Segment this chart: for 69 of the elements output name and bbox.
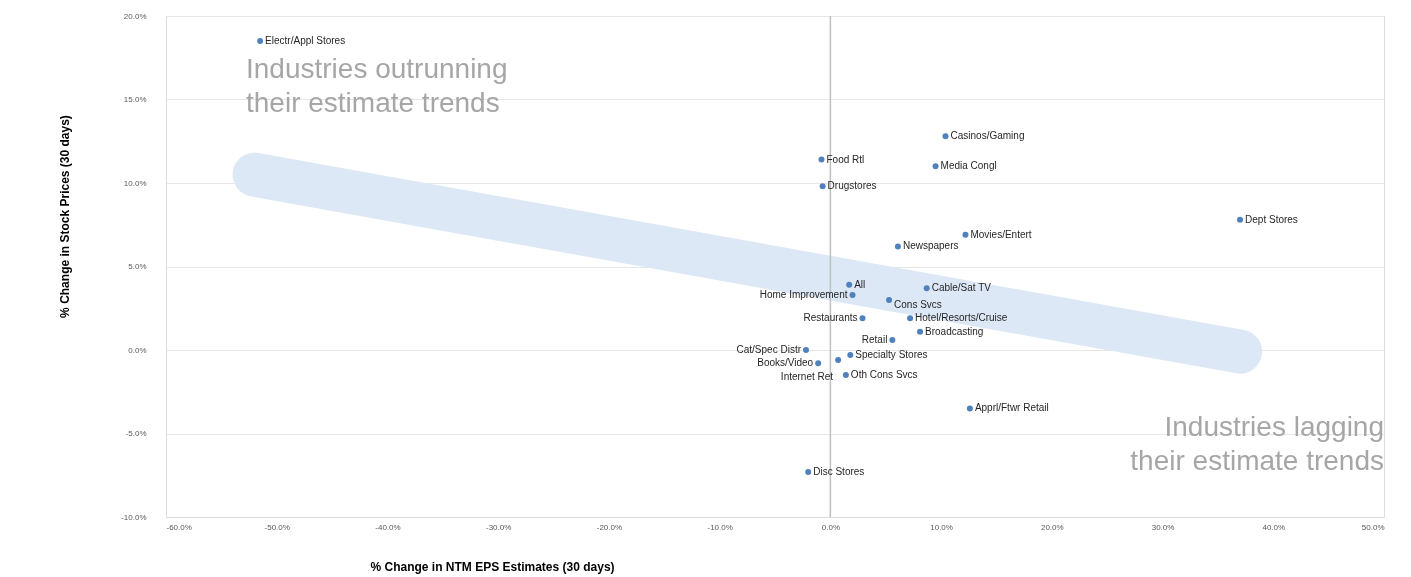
- series-label: Internet Ret: [780, 371, 834, 383]
- point: [923, 285, 930, 292]
- series-label: Broadcasting: [925, 325, 984, 337]
- point: [942, 133, 949, 140]
- point: [819, 183, 826, 190]
- series-label: Disc Stores: [813, 465, 865, 477]
- series-label: Hotel/Resorts/Cruise: [915, 312, 1008, 324]
- x-tick-label: 50.0%: [1361, 522, 1385, 532]
- point: [846, 281, 853, 288]
- series-label: Specialty Stores: [855, 349, 928, 361]
- series-label: Home Improvement: [759, 288, 848, 300]
- y-axis-title: % Change in Stock Prices (30 days): [57, 115, 72, 318]
- point: [932, 163, 939, 170]
- annotation: Industries lagging their estimate trends: [1130, 411, 1384, 476]
- x-tick-label: -50.0%: [264, 522, 290, 532]
- point: [849, 291, 856, 298]
- series-label: Books/Video: [757, 357, 814, 369]
- point: [815, 360, 822, 367]
- point: [818, 156, 825, 163]
- series-label: Movies/Entert: [970, 228, 1032, 240]
- x-tick-label: -10.0%: [707, 522, 733, 532]
- y-tick-label: 5.0%: [128, 262, 147, 271]
- point: [889, 336, 896, 343]
- y-tick-label: -5.0%: [125, 429, 147, 438]
- y-tick-label: 10.0%: [123, 178, 147, 188]
- point: [257, 38, 264, 45]
- x-tick-label: 30.0%: [1151, 522, 1175, 532]
- x-tick-label: -30.0%: [486, 522, 512, 532]
- point: [842, 372, 849, 379]
- x-axis-title: % Change in NTM EPS Estimates (30 days): [370, 559, 615, 574]
- series-label: Food Rtl: [826, 153, 865, 165]
- series-label: Retail: [861, 333, 888, 345]
- point: [803, 347, 809, 353]
- point: [962, 231, 969, 238]
- point: [1237, 216, 1244, 223]
- x-tick-label: -40.0%: [375, 522, 401, 532]
- point: [966, 405, 973, 412]
- y-tick-label: 15.0%: [123, 95, 147, 104]
- x-tick-label: -60.0%: [166, 522, 192, 532]
- series-label: Casinos/Gaming: [950, 130, 1025, 142]
- series-label: All: [854, 278, 866, 290]
- series-label: Apprl/Ftwr Retail: [974, 402, 1049, 414]
- point: [907, 315, 914, 322]
- series-label: Restaurants: [803, 312, 858, 324]
- series-label: Cat/Spec Distr: [736, 344, 802, 355]
- series-label: Newspapers: [902, 240, 959, 252]
- series-label: Cable/Sat TV: [931, 282, 992, 294]
- point: [886, 296, 893, 303]
- series-label: Drugstores: [827, 180, 877, 192]
- y-tick-label: -10.0%: [121, 512, 147, 522]
- y-tick-label: 20.0%: [123, 11, 147, 21]
- x-tick-label: 0.0%: [821, 522, 840, 532]
- series-label: Oth Cons Svcs: [850, 369, 918, 381]
- annotation: Industries outrunning their estimate trends: [246, 53, 508, 118]
- series-label: Electr/Appl Stores: [265, 35, 346, 47]
- point: [859, 315, 866, 322]
- series-label: Dept Stores: [1245, 213, 1298, 225]
- point: [894, 243, 901, 250]
- series-label: Media Congl: [940, 160, 997, 172]
- point: [835, 357, 842, 364]
- x-tick-label: 10.0%: [930, 522, 953, 532]
- point: [847, 352, 854, 358]
- y-tick-label: 0.0%: [128, 345, 147, 355]
- point: [805, 468, 812, 475]
- point: [917, 328, 924, 335]
- series-label: Cons Svcs: [894, 298, 942, 310]
- x-tick-label: 20.0%: [1040, 522, 1064, 532]
- x-tick-label: -20.0%: [596, 522, 623, 532]
- x-tick-label: 40.0%: [1262, 522, 1286, 532]
